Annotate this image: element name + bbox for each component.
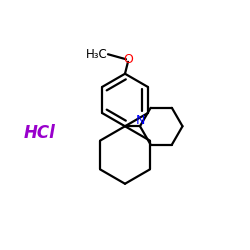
Text: H₃C: H₃C	[86, 48, 108, 61]
Text: O: O	[123, 53, 133, 66]
Text: HCl: HCl	[24, 124, 56, 142]
Text: N: N	[135, 114, 145, 127]
